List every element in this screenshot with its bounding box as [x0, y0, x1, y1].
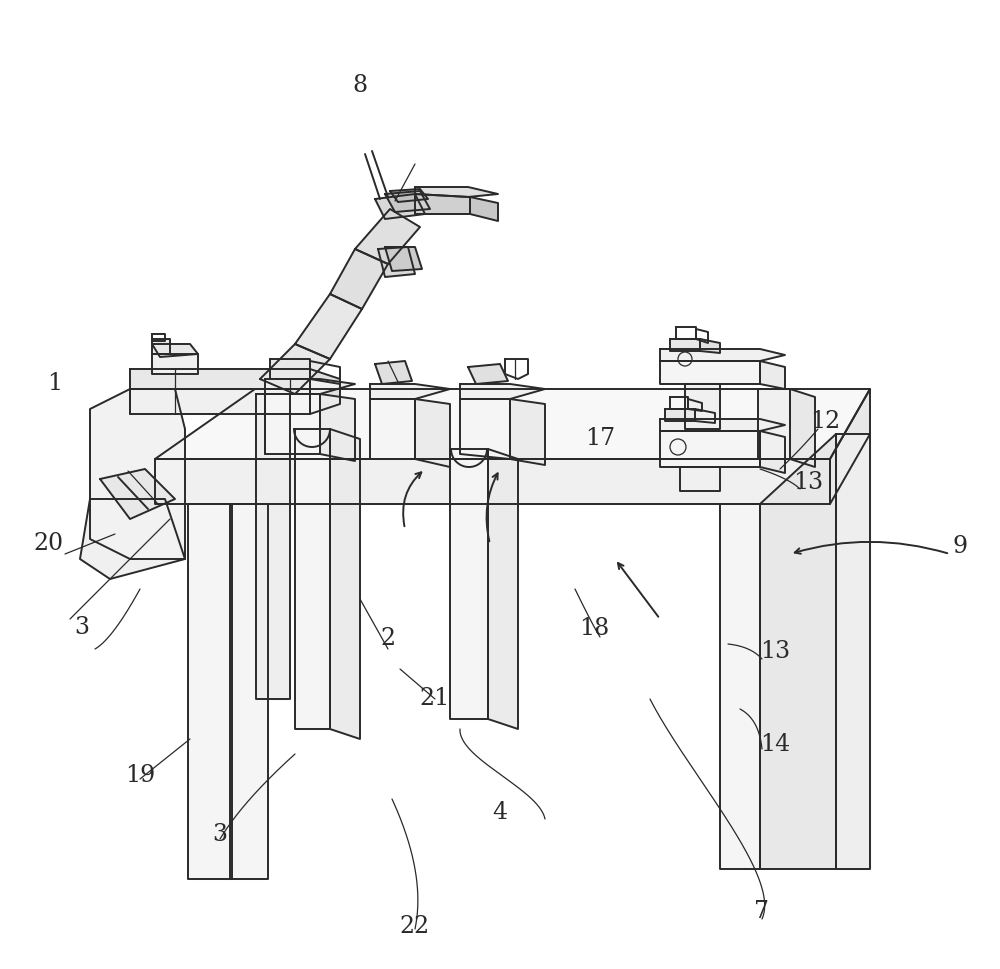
- Text: 20: 20: [33, 531, 63, 554]
- Text: 13: 13: [760, 640, 790, 663]
- Polygon shape: [415, 399, 450, 467]
- Polygon shape: [385, 192, 430, 213]
- Text: 21: 21: [420, 686, 450, 709]
- Polygon shape: [488, 450, 518, 730]
- Polygon shape: [256, 394, 290, 700]
- Polygon shape: [660, 350, 785, 361]
- Polygon shape: [836, 434, 870, 869]
- Polygon shape: [260, 345, 330, 394]
- Text: 7: 7: [755, 899, 770, 922]
- Text: 18: 18: [579, 616, 609, 640]
- Polygon shape: [188, 505, 232, 879]
- Polygon shape: [390, 190, 428, 203]
- Polygon shape: [460, 385, 545, 399]
- Polygon shape: [470, 198, 498, 222]
- Polygon shape: [665, 410, 695, 422]
- Polygon shape: [130, 369, 310, 390]
- Text: 22: 22: [400, 914, 430, 937]
- Text: 17: 17: [585, 426, 615, 450]
- Polygon shape: [378, 248, 415, 278]
- Text: 4: 4: [492, 800, 508, 824]
- Polygon shape: [90, 390, 185, 559]
- Polygon shape: [670, 340, 700, 352]
- Text: 2: 2: [380, 626, 396, 649]
- Polygon shape: [758, 390, 790, 459]
- Text: 19: 19: [125, 764, 155, 787]
- Polygon shape: [790, 390, 815, 467]
- Polygon shape: [760, 431, 785, 474]
- Polygon shape: [355, 209, 420, 265]
- Text: 12: 12: [810, 410, 840, 433]
- Polygon shape: [830, 390, 870, 505]
- Polygon shape: [370, 399, 415, 459]
- Text: 3: 3: [213, 822, 228, 845]
- Polygon shape: [375, 195, 425, 220]
- Polygon shape: [700, 340, 720, 354]
- Text: 8: 8: [352, 74, 368, 97]
- Polygon shape: [660, 361, 760, 385]
- Polygon shape: [80, 499, 185, 579]
- Polygon shape: [330, 250, 388, 310]
- Polygon shape: [230, 505, 268, 879]
- Polygon shape: [760, 361, 785, 390]
- Polygon shape: [295, 295, 362, 359]
- Polygon shape: [450, 450, 488, 719]
- Polygon shape: [375, 361, 412, 385]
- Polygon shape: [660, 420, 785, 431]
- Polygon shape: [320, 394, 355, 461]
- Polygon shape: [720, 505, 760, 869]
- Text: 14: 14: [760, 733, 790, 756]
- Text: 9: 9: [952, 534, 968, 557]
- Polygon shape: [415, 195, 470, 215]
- Polygon shape: [130, 390, 310, 415]
- Polygon shape: [330, 429, 360, 739]
- Text: 1: 1: [47, 371, 63, 394]
- Polygon shape: [660, 431, 760, 467]
- Polygon shape: [685, 385, 720, 429]
- Polygon shape: [295, 429, 330, 730]
- Polygon shape: [155, 459, 830, 505]
- Polygon shape: [760, 434, 836, 869]
- Polygon shape: [385, 248, 422, 271]
- Polygon shape: [152, 355, 198, 375]
- Text: 13: 13: [793, 470, 823, 493]
- Polygon shape: [265, 380, 355, 394]
- Polygon shape: [270, 359, 310, 380]
- Polygon shape: [152, 340, 170, 355]
- Polygon shape: [468, 364, 508, 385]
- Polygon shape: [100, 470, 175, 519]
- Polygon shape: [310, 369, 340, 415]
- Polygon shape: [265, 394, 320, 454]
- Polygon shape: [370, 385, 450, 399]
- Text: 3: 3: [75, 615, 90, 639]
- Polygon shape: [415, 188, 498, 198]
- Polygon shape: [680, 467, 720, 491]
- Polygon shape: [460, 399, 510, 459]
- Polygon shape: [510, 399, 545, 465]
- Polygon shape: [155, 390, 870, 459]
- Polygon shape: [152, 345, 198, 358]
